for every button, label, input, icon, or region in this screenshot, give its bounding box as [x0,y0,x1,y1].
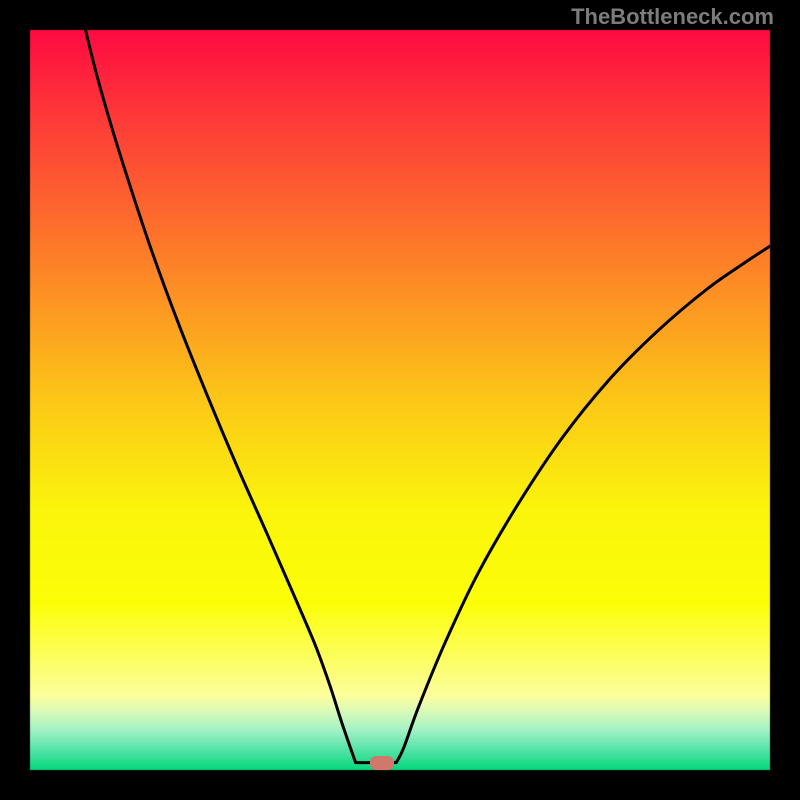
optimum-marker [370,756,394,770]
curve-path [86,30,771,763]
bottleneck-curve [0,0,800,800]
watermark-text: TheBottleneck.com [571,4,774,30]
